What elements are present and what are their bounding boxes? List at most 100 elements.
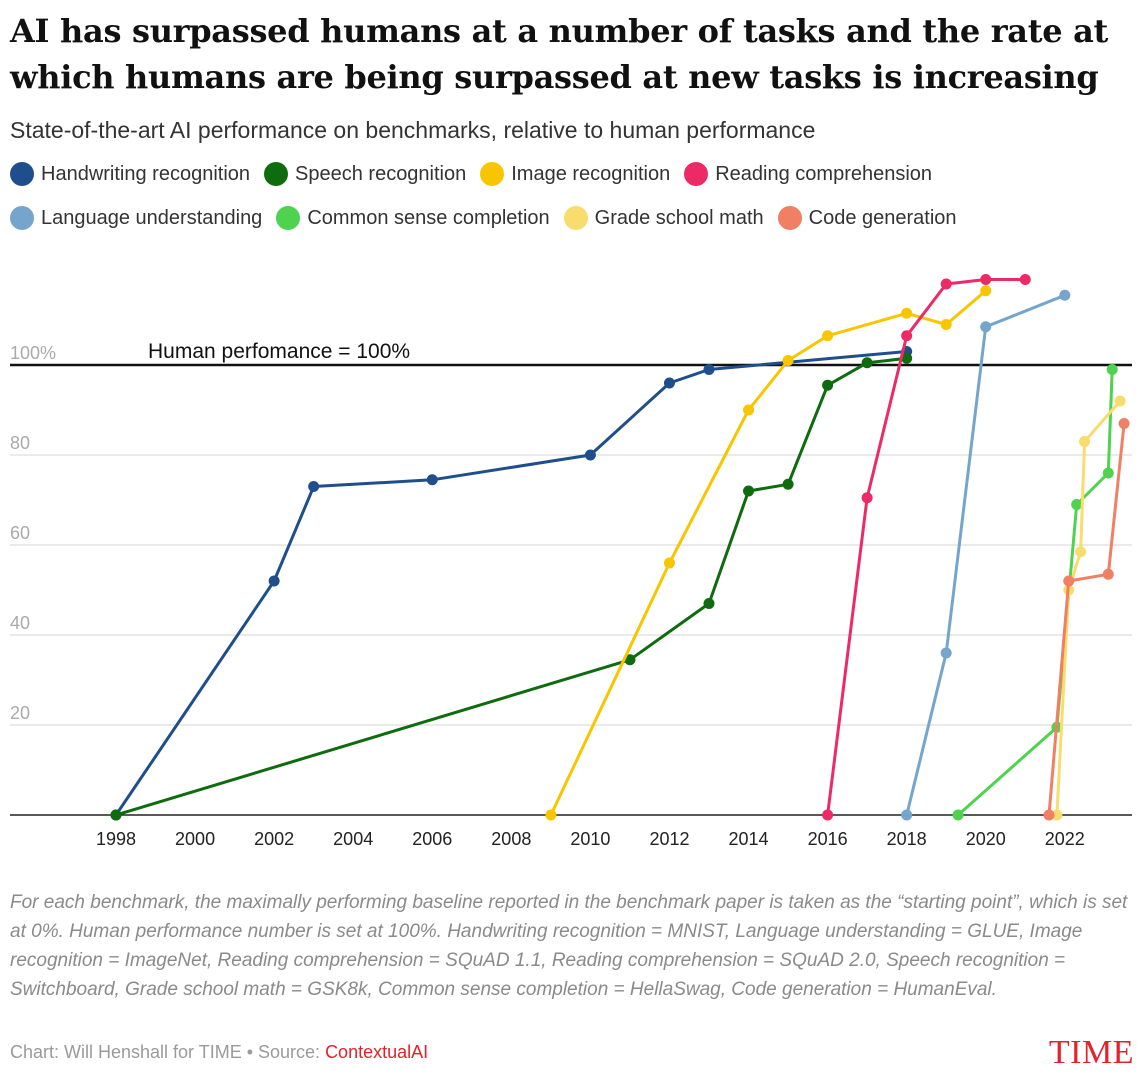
line-chart: 20 40 60 80 100% Human perfomance = 100% 1998 2… (10, 274, 1132, 849)
legend-label: Speech recognition (295, 162, 467, 185)
data-point-speech-recognition (901, 352, 913, 364)
y-tick-label: 40 (10, 613, 30, 633)
legend-item-language-understanding[interactable]: Language understanding (10, 206, 262, 230)
x-tick-label: 2020 (966, 829, 1006, 849)
legend-swatch (10, 162, 34, 186)
legend-swatch (10, 206, 34, 230)
legend-row-2: Language understanding Common sense compl… (10, 206, 971, 230)
data-point-code-generation (1063, 575, 1075, 587)
data-point-image-recognition (822, 330, 834, 342)
y-tick-label: 20 (10, 703, 30, 723)
chart-title: AI has surpassed humans at a number of t… (10, 12, 1109, 96)
y-tick-label: 80 (10, 433, 30, 453)
data-point-image-recognition (901, 307, 913, 319)
data-point-speech-recognition (624, 654, 636, 666)
data-point-reading-comprehension (940, 278, 952, 290)
chart-subtitle: State-of-the-art AI performance on bench… (10, 117, 816, 143)
x-tick-label: 2014 (729, 829, 769, 849)
x-tick-label: 1998 (96, 829, 136, 849)
x-tick-label: 2000 (175, 829, 215, 849)
data-point-language-understanding (980, 321, 992, 333)
data-point-reading-comprehension (861, 492, 873, 504)
data-point-handwriting-recognition (663, 377, 675, 389)
legend-swatch (777, 206, 802, 230)
data-point-language-understanding (1059, 289, 1071, 301)
legend-label: Image recognition (511, 162, 671, 185)
series-line-code-generation (1047, 422, 1126, 817)
legend-item-grade-school-math[interactable]: Grade school math (563, 206, 764, 230)
legend-item-common-sense-completion[interactable]: Common sense completion (276, 206, 550, 230)
series-line-speech-recognition (114, 356, 909, 817)
data-point-language-understanding (901, 809, 913, 821)
y-tick-label: 100% (10, 343, 56, 363)
x-tick-label: 2016 (808, 829, 848, 849)
data-point-image-recognition (545, 809, 557, 821)
legend-item-image-recognition[interactable]: Image recognition (480, 162, 670, 186)
legend-item-speech-recognition[interactable]: Speech recognition (264, 162, 466, 186)
legend-swatch (684, 162, 709, 186)
data-point-image-recognition (782, 355, 794, 366)
data-point-reading-comprehension (901, 330, 913, 342)
legend-label: Code generation (808, 206, 957, 229)
credit-text: Chart: Will Henshall for TIME • Source: (10, 1042, 326, 1062)
series-line-handwriting-recognition (114, 350, 909, 817)
legend-item-handwriting-recognition[interactable]: Handwriting recognition (10, 162, 250, 186)
data-point-grade-school-math (1051, 809, 1063, 821)
data-point-grade-school-math (1075, 546, 1087, 558)
data-point-grade-school-math (1114, 395, 1126, 407)
legend-label: Language understanding (41, 206, 263, 229)
data-point-code-generation (1043, 809, 1055, 821)
legend-swatch (480, 162, 505, 186)
data-point-speech-recognition (703, 598, 715, 609)
x-tick-label: 2004 (333, 829, 373, 849)
data-point-image-recognition (940, 319, 952, 330)
x-tick-label: 2006 (412, 829, 452, 849)
data-point-common-sense-completion (952, 809, 964, 821)
data-point-image-recognition (980, 285, 992, 297)
x-tick-label: 2022 (1045, 829, 1085, 849)
legend-label: Grade school math (594, 206, 764, 229)
data-point-speech-recognition (782, 478, 794, 490)
data-point-speech-recognition (822, 379, 834, 391)
legend-swatch (563, 206, 588, 230)
chart-credit: Chart: Will Henshall for TIME • Source: … (10, 1042, 428, 1063)
series-line-language-understanding (905, 293, 1067, 817)
data-point-common-sense-completion (1102, 467, 1114, 479)
data-point-handwriting-recognition (308, 481, 320, 492)
data-point-handwriting-recognition (268, 575, 280, 587)
data-point-handwriting-recognition (703, 364, 715, 375)
data-point-handwriting-recognition (584, 449, 596, 461)
y-tick-label: 60 (10, 523, 30, 543)
data-point-handwriting-recognition (426, 474, 438, 486)
chart-footnote: For each benchmark, the maximally perfor… (10, 892, 1128, 1000)
legend-item-reading-comprehension[interactable]: Reading comprehension (684, 162, 932, 186)
legend-label: Handwriting recognition (41, 162, 251, 185)
data-point-speech-recognition (743, 485, 755, 497)
data-point-reading-comprehension (1019, 274, 1031, 285)
legend-item-code-generation[interactable]: Code generation (777, 206, 957, 230)
x-tick-label: 2012 (649, 829, 689, 849)
data-point-common-sense-completion (1071, 499, 1083, 510)
series-line-reading-comprehension (826, 278, 1027, 817)
legend-swatch (276, 206, 301, 230)
x-tick-label: 2010 (570, 829, 610, 849)
data-point-code-generation (1102, 568, 1114, 580)
data-point-reading-comprehension (822, 809, 834, 821)
data-point-code-generation (1118, 418, 1130, 429)
x-tick-label: 2018 (887, 829, 927, 849)
data-point-common-sense-completion (1106, 364, 1118, 375)
legend-label: Reading comprehension (715, 162, 933, 185)
data-point-grade-school-math (1079, 436, 1091, 447)
legend-label: Common sense completion (307, 206, 550, 229)
data-point-speech-recognition (861, 357, 873, 369)
legend-swatch (264, 162, 289, 186)
legend-row-1: Handwriting recognition Speech recognitio… (10, 162, 946, 186)
data-point-image-recognition (663, 557, 675, 569)
human-performance-label: Human perfomance = 100% (148, 340, 410, 363)
x-tick-label: 2002 (254, 829, 294, 849)
series-line-image-recognition (549, 289, 988, 817)
data-point-reading-comprehension (980, 274, 992, 285)
source-link[interactable]: ContextualAI (325, 1042, 429, 1062)
data-point-speech-recognition (110, 809, 122, 821)
data-point-image-recognition (743, 404, 755, 416)
